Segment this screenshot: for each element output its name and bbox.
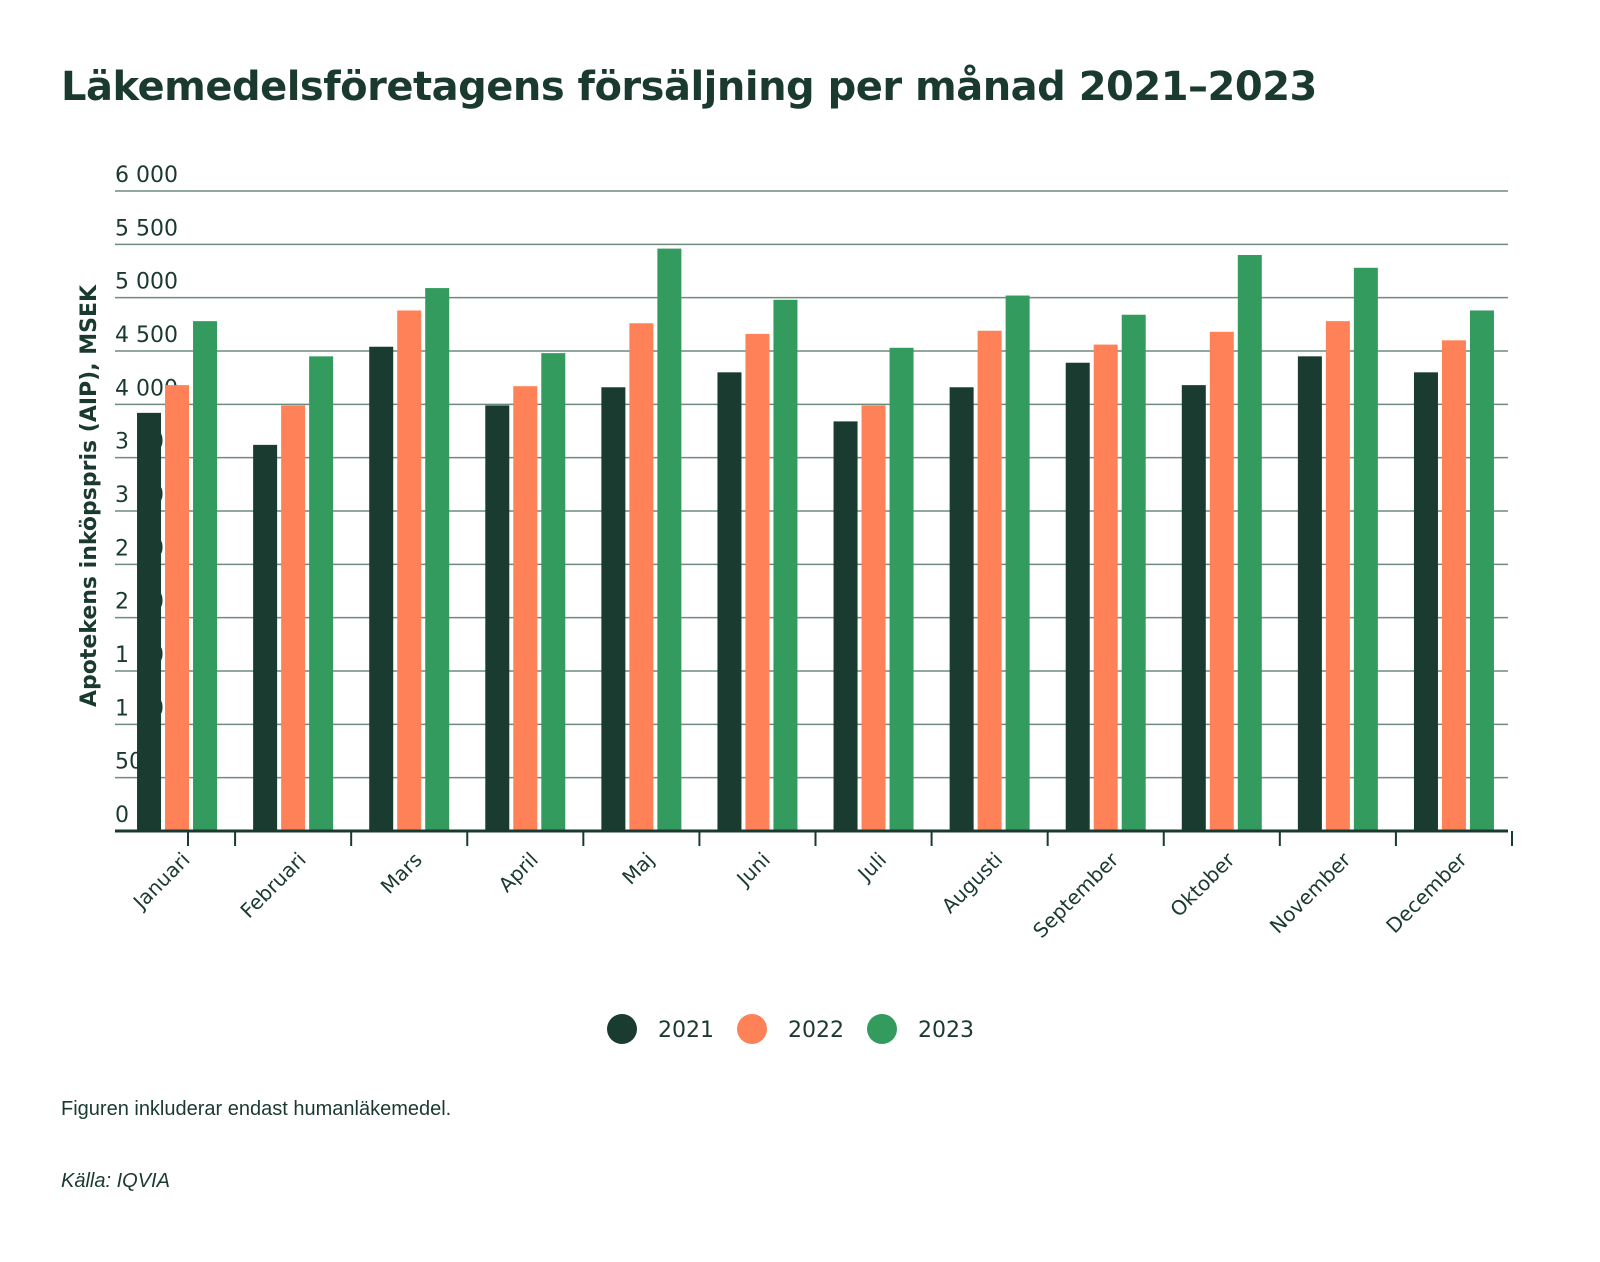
bar-2022-februari	[281, 405, 306, 831]
legend-label-2023: 2023	[918, 1018, 974, 1043]
x-tick-label: Maj	[617, 848, 659, 890]
bar-2023-december	[1469, 310, 1494, 831]
bar-2021-oktober	[1181, 385, 1206, 831]
bar-2022-oktober	[1209, 331, 1234, 831]
x-tick-label: Mars	[376, 848, 427, 899]
bar-2023-augusti	[1005, 295, 1030, 831]
bar-2023-oktober	[1237, 255, 1262, 831]
bar-2021-juni	[717, 372, 742, 831]
bar-2022-augusti	[977, 330, 1002, 831]
bar-2023-november	[1353, 267, 1378, 831]
x-tick-label: Februari	[235, 848, 310, 923]
bar-2022-juli	[861, 405, 886, 831]
bar-2021-november	[1297, 356, 1322, 831]
x-tick-label: Juni	[731, 848, 775, 892]
x-tick-label: Oktober	[1165, 847, 1240, 922]
bar-2022-april	[513, 386, 538, 831]
legend-swatch-2022	[737, 1014, 767, 1044]
bar-2023-juni	[773, 299, 798, 831]
bar-2023-maj	[657, 248, 682, 832]
bar-2021-december	[1413, 372, 1438, 831]
bar-2021-mars	[369, 346, 394, 831]
x-tick-label: Januari	[127, 848, 195, 916]
bar-2021-april	[485, 405, 510, 831]
bar-2022-december	[1441, 340, 1466, 831]
legend-label-2021: 2021	[658, 1018, 714, 1043]
bar-2021-augusti	[949, 387, 974, 831]
bar-2022-november	[1325, 321, 1350, 831]
y-tick-label: 6 000	[115, 163, 178, 188]
y-axis-label: Apotekens inköpspris (AIP), MSEK	[77, 284, 102, 707]
x-tick-label: December	[1381, 847, 1472, 938]
bar-2022-januari	[165, 385, 190, 831]
bar-2021-juli	[833, 421, 858, 831]
bar-2023-april	[541, 353, 566, 831]
x-tick-label: September	[1028, 847, 1124, 943]
bar-2022-mars	[397, 310, 422, 831]
x-axis-labels: Januari Februari Mars April Maj Juni Juli Augus…	[127, 847, 1472, 943]
bar-2023-februari	[309, 356, 334, 831]
bar-2022-juni	[745, 333, 770, 831]
bar-2021-maj	[601, 387, 626, 831]
legend-swatch-2021	[607, 1014, 637, 1044]
bar-2021-februari	[253, 444, 278, 831]
y-tick-label: 5 500	[115, 216, 178, 241]
bar-2023-mars	[425, 288, 450, 832]
gridlines	[115, 190, 1508, 779]
x-tick-label: Juli	[852, 848, 891, 887]
bar-2023-juli	[889, 347, 914, 831]
legend: 2021 2022 2023	[607, 1014, 974, 1044]
y-tick-label: 4 500	[115, 323, 178, 348]
footnote: Figuren inkluderar endast humanläkemedel…	[61, 1098, 452, 1120]
y-tick-label: 5 000	[115, 270, 178, 295]
x-tick-label: November	[1265, 847, 1356, 938]
legend-swatch-2023	[867, 1014, 897, 1044]
bar-2022-maj	[629, 323, 654, 831]
source-note: Källa: IQVIA	[61, 1170, 170, 1192]
x-axis	[115, 829, 1513, 846]
legend-label-2022: 2022	[788, 1018, 844, 1043]
x-tick-label: Augusti	[937, 848, 1007, 918]
chart-title: Läkemedelsföretagens försäljning per mån…	[61, 64, 1317, 110]
x-tick-label: April	[494, 848, 543, 897]
bar-2023-september	[1121, 314, 1146, 831]
bar-2022-september	[1093, 344, 1118, 831]
bar-2021-september	[1065, 362, 1090, 831]
y-tick-label: 0	[115, 803, 129, 828]
bar-2021-januari	[137, 412, 162, 831]
bar-2023-januari	[193, 321, 218, 831]
bars	[137, 248, 1494, 832]
